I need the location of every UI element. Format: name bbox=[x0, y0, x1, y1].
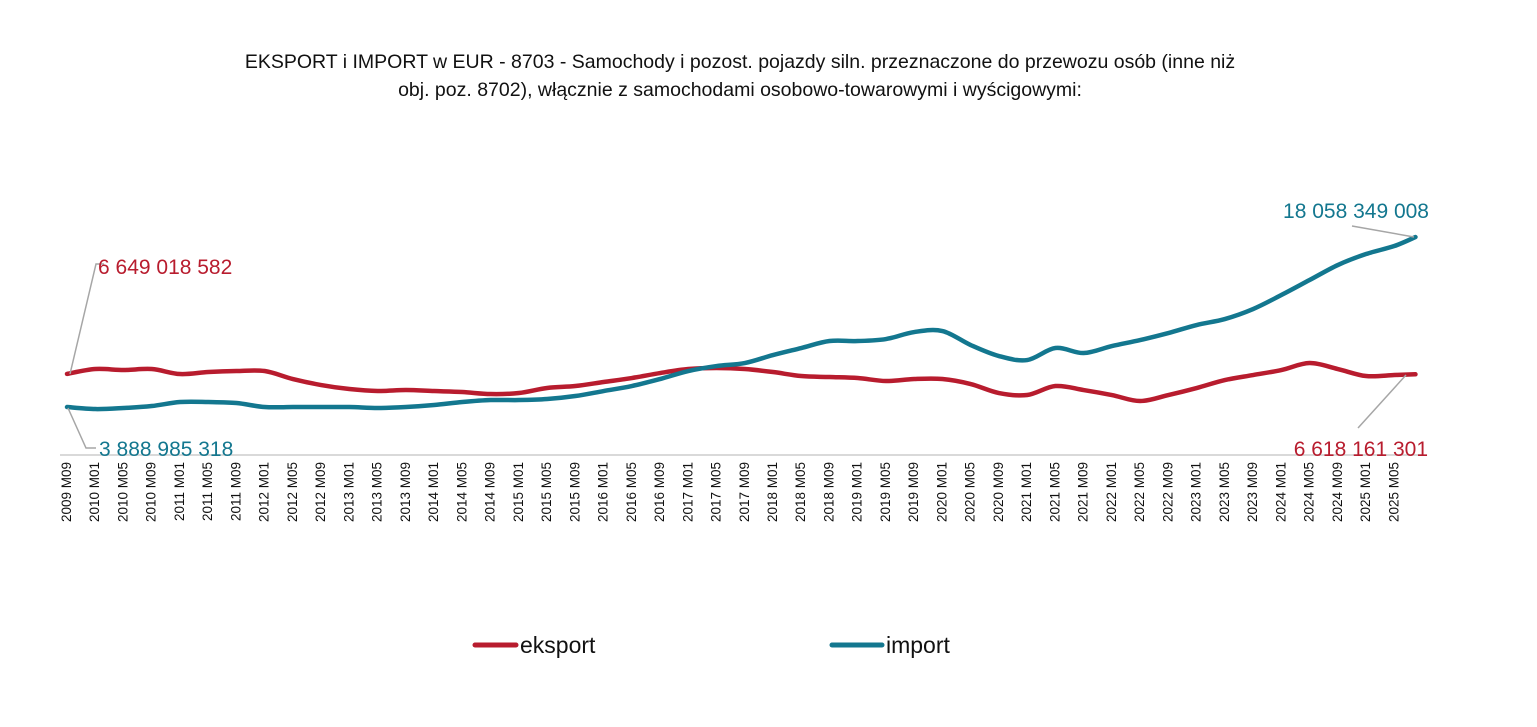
x-tick-label: 2024 M05 bbox=[1302, 462, 1317, 522]
x-tick-label: 2013 M05 bbox=[370, 462, 385, 522]
x-tick-label: 2011 M05 bbox=[200, 462, 215, 521]
x-tick-label: 2024 M09 bbox=[1330, 462, 1345, 522]
leader-line-eksport-last bbox=[1357, 374, 1407, 429]
x-tick-label: 2010 M01 bbox=[87, 462, 102, 522]
x-tick-label: 2020 M09 bbox=[991, 462, 1006, 522]
leader-line-import-first bbox=[67, 407, 96, 449]
x-tick-label: 2019 M01 bbox=[850, 462, 865, 522]
data-label-import-last: 18 058 349 008 bbox=[1283, 200, 1429, 223]
leader-line-eksport-first bbox=[69, 263, 104, 375]
x-tick-label: 2015 M01 bbox=[511, 462, 526, 522]
x-tick-label: 2013 M09 bbox=[398, 462, 413, 522]
x-tick-label: 2011 M01 bbox=[172, 462, 187, 521]
x-tick-label: 2017 M05 bbox=[709, 462, 724, 522]
x-tick-label: 2020 M05 bbox=[963, 462, 978, 522]
x-tick-label: 2017 M01 bbox=[680, 462, 695, 522]
x-tick-label: 2014 M01 bbox=[426, 462, 441, 522]
data-label-eksport-first: 6 649 018 582 bbox=[98, 256, 232, 279]
x-tick-label: 2018 M05 bbox=[793, 462, 808, 522]
x-tick-label: 2021 M01 bbox=[1019, 462, 1034, 522]
x-tick-label: 2023 M05 bbox=[1217, 462, 1232, 522]
x-tick-label: 2025 M05 bbox=[1386, 462, 1401, 522]
series-lines bbox=[64, 234, 1418, 412]
x-tick-label: 2025 M01 bbox=[1358, 462, 1373, 522]
x-tick-label: 2014 M09 bbox=[483, 462, 498, 522]
x-tick-label: 2022 M01 bbox=[1104, 462, 1119, 522]
chart-title-line-1: EKSPORT i IMPORT w EUR - 8703 - Samochod… bbox=[244, 51, 1236, 73]
x-tick-label: 2020 M01 bbox=[934, 462, 949, 522]
x-tick-label: 2012 M05 bbox=[285, 462, 300, 522]
x-tick-label: 2018 M01 bbox=[765, 462, 780, 522]
data-label-eksport-last: 6 618 161 301 bbox=[1294, 438, 1428, 461]
x-tick-label: 2017 M09 bbox=[737, 462, 752, 522]
x-tick-label: 2023 M01 bbox=[1189, 462, 1204, 522]
x-tick-label: 2010 M05 bbox=[115, 462, 130, 522]
x-tick-label: 2014 M05 bbox=[454, 462, 469, 522]
x-tick-label: 2022 M05 bbox=[1132, 462, 1147, 522]
x-tick-label: 2016 M01 bbox=[596, 462, 611, 522]
x-tick-label: 2019 M09 bbox=[906, 462, 921, 522]
x-tick-label: 2015 M05 bbox=[539, 462, 554, 522]
legend-label-import: import bbox=[886, 632, 951, 658]
x-tick-labels: 2009 M09 2010 M01 2010 M05 2010 M09 2011 M01… bbox=[59, 462, 1401, 522]
leader-line-import-last bbox=[1351, 225, 1415, 238]
x-tick-label: 2022 M09 bbox=[1160, 462, 1175, 522]
x-tick-label: 2016 M05 bbox=[624, 462, 639, 522]
x-tick-label: 2019 M05 bbox=[878, 462, 893, 522]
x-tick-label: 2021 M05 bbox=[1047, 462, 1062, 522]
x-tick-label: 2011 M09 bbox=[228, 462, 243, 521]
x-tick-label: 2009 M09 bbox=[59, 462, 74, 522]
x-tick-label: 2024 M01 bbox=[1273, 462, 1288, 522]
x-tick-label: 2013 M01 bbox=[341, 462, 356, 522]
legend: eksport import bbox=[472, 632, 951, 658]
x-tick-label: 2016 M09 bbox=[652, 462, 667, 522]
series-line-eksport bbox=[64, 360, 1418, 404]
x-tick-label: 2012 M01 bbox=[257, 462, 272, 522]
legend-label-eksport: eksport bbox=[520, 632, 596, 658]
chart-title-line-2: obj. poz. 8702), włącznie z samochodami … bbox=[398, 79, 1082, 101]
x-tick-label: 2015 M09 bbox=[567, 462, 582, 522]
x-tick-label: 2018 M09 bbox=[821, 462, 836, 522]
x-tick-label: 2010 M09 bbox=[144, 462, 159, 522]
data-label-import-first: 3 888 985 318 bbox=[99, 438, 233, 461]
x-tick-label: 2021 M09 bbox=[1076, 462, 1091, 522]
x-tick-label: 2012 M09 bbox=[313, 462, 328, 522]
x-tick-label: 2023 M09 bbox=[1245, 462, 1260, 522]
